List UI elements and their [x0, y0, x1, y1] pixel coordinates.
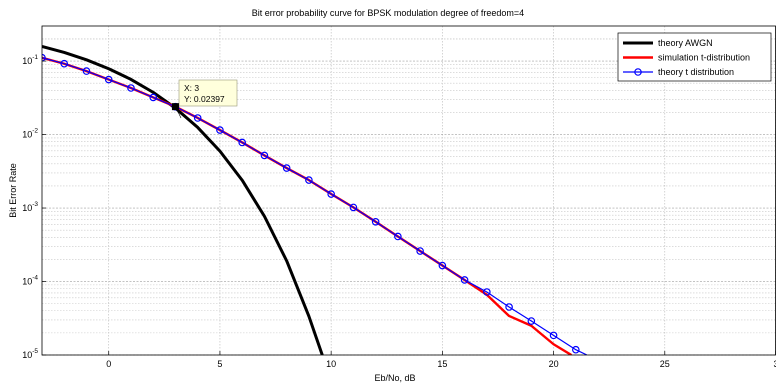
datatip-box	[178, 79, 238, 107]
data-point	[282, 164, 291, 172]
chart-title: Bit error probability curve for BPSK mod…	[252, 8, 524, 18]
legend-label: theory t distribution	[658, 67, 734, 77]
y-tick-label: 10-2	[22, 128, 38, 140]
x-axis: 0 5 10 15 20 25 3	[106, 351, 776, 369]
datatip[interactable]: X: 3Y: 0.02397	[171, 79, 238, 119]
series-line	[42, 57, 588, 355]
y-axis: 10-5 10-4 10-3 10-2 10-1	[22, 54, 46, 360]
series-line	[42, 45, 324, 355]
x-tick-label: 3	[773, 359, 776, 369]
datatip-marker	[171, 103, 179, 111]
data-point	[349, 203, 358, 212]
y-tick-label: 10-5	[22, 348, 38, 360]
y-tick-label: 10-1	[22, 54, 38, 66]
data-point	[193, 114, 202, 122]
data-point	[572, 345, 580, 354]
x-tick-label: 5	[217, 359, 222, 369]
data-point	[460, 276, 469, 284]
x-tick-label: 25	[660, 359, 670, 369]
legend-marker	[634, 68, 642, 76]
data-point	[394, 232, 402, 241]
data-point	[371, 217, 380, 226]
x-tick-label: 0	[106, 359, 111, 369]
data-point	[260, 151, 269, 160]
legend-label: theory AWGN	[658, 38, 713, 48]
data-point	[416, 247, 424, 255]
data-point	[104, 75, 113, 84]
series-layer	[42, 45, 588, 355]
data-point	[216, 126, 224, 134]
data-point	[42, 53, 46, 62]
grid-lines	[42, 26, 776, 356]
x-tick-label: 10	[326, 359, 336, 369]
x-axis-label: Eb/No, dB	[374, 373, 415, 383]
y-tick-label: 10-3	[22, 201, 38, 213]
y-axis-label: Bit Error Rate	[8, 163, 18, 218]
legend-label: simulation t-distribution	[658, 53, 750, 63]
datatip-y: Y: 0.02397	[184, 94, 225, 104]
legend: theory AWGN simulation t-distribution theo…	[617, 32, 772, 82]
datatip-x: X: 3	[184, 83, 199, 93]
data-point	[238, 138, 246, 147]
data-point	[127, 84, 135, 92]
y-tick-label: 10-4	[22, 275, 38, 287]
data-point	[549, 331, 558, 340]
data-point	[305, 176, 313, 184]
data-point	[438, 261, 447, 270]
data-point	[149, 93, 158, 102]
data-point	[505, 303, 513, 311]
x-tick-label: 15	[437, 359, 447, 369]
data-point	[527, 317, 536, 325]
data-point	[60, 59, 69, 68]
data-point	[483, 288, 491, 296]
x-tick-label: 20	[549, 359, 559, 369]
data-point	[327, 190, 335, 198]
data-point	[82, 67, 91, 75]
